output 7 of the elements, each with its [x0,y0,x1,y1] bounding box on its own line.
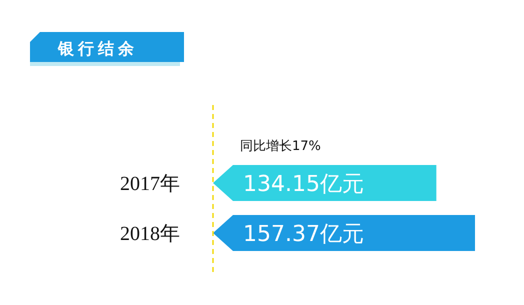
chart-title: 银行结余 [57,39,138,58]
data-label: 157.37亿元 [243,222,364,247]
y-tick-label: 2017年 [120,173,180,195]
text: 同比增长17% [240,139,321,154]
data-label: 134.15亿元 [243,172,364,197]
title: 银行结余 [30,32,184,66]
y-tick-label: 2018年 [120,223,180,245]
